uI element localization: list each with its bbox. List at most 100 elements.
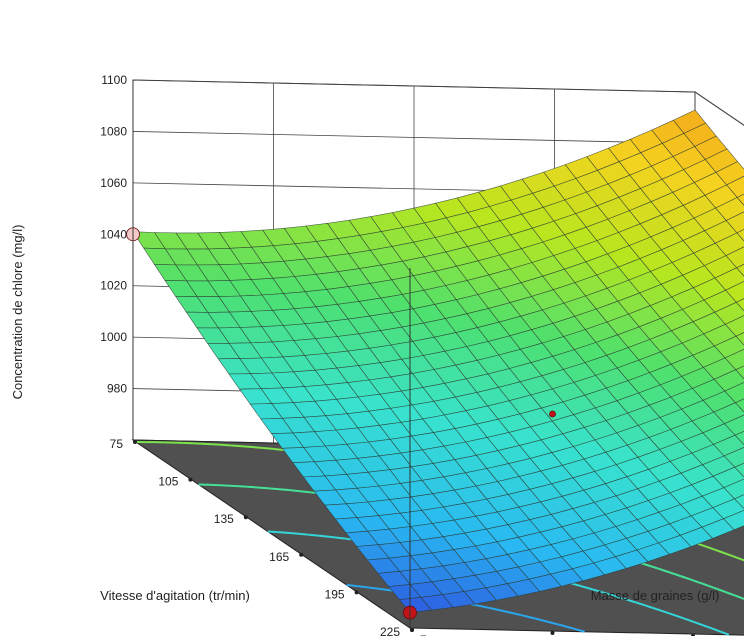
contour-line — [370, 586, 380, 590]
contour-line — [227, 484, 238, 488]
contour-line — [652, 606, 657, 610]
front-box-edges — [132, 80, 411, 628]
z-tick-label: 1100 — [101, 73, 127, 87]
y-tick-label: 105 — [158, 475, 178, 489]
contour-line — [530, 616, 536, 620]
surface-cell — [733, 494, 744, 509]
z-axis-title: Concentration de chlore (mg/l) — [10, 225, 25, 400]
contour-line — [262, 446, 274, 450]
y-tick-label: 195 — [325, 587, 345, 601]
contour-line — [211, 443, 222, 446]
y-tick-mark — [354, 590, 359, 595]
contour-line — [688, 619, 695, 623]
z-tick-label: 1000 — [100, 330, 127, 344]
contour-line — [379, 587, 392, 592]
contour-line — [650, 565, 659, 570]
contour-line — [580, 585, 587, 589]
contour-line — [340, 537, 346, 540]
y-tick-label: 135 — [214, 512, 234, 526]
contour-line — [288, 489, 300, 493]
y-tick-mark — [188, 477, 193, 482]
contour-line — [699, 581, 709, 587]
contour-line — [231, 444, 243, 448]
surface-cell — [735, 365, 744, 380]
x-tick-label: 7 — [420, 633, 427, 636]
y-tick-mark — [243, 515, 248, 520]
y-tick-mark — [299, 552, 304, 557]
z-tick-label: 980 — [107, 382, 127, 396]
contour-line — [670, 571, 677, 576]
contour-line — [708, 584, 714, 589]
contour-line — [712, 586, 718, 590]
contour-line — [614, 594, 619, 599]
contour-line — [516, 613, 522, 617]
contour-line — [357, 585, 369, 589]
contour-line — [489, 606, 493, 610]
contour-line — [689, 578, 695, 582]
design-point — [549, 410, 556, 418]
contour-line — [740, 558, 744, 562]
contour-line — [640, 562, 652, 568]
z-tick-label: 1020 — [100, 279, 127, 293]
y-tick-label: 225 — [380, 625, 400, 636]
contour-line — [714, 548, 724, 554]
x-axis-title: Masse de graines (g/l) — [591, 588, 720, 603]
contour-line — [711, 627, 721, 633]
contour-line — [574, 627, 585, 633]
y-tick-label: 75 — [110, 437, 124, 451]
contour-line — [274, 448, 284, 451]
contour-line — [707, 626, 713, 630]
contour-line — [731, 555, 742, 561]
contour-line — [298, 532, 309, 536]
contour-line — [618, 596, 626, 601]
contour-line — [241, 445, 253, 449]
contour-line — [277, 531, 289, 534]
contour-line — [660, 568, 672, 574]
x-tick-mark — [550, 631, 555, 635]
contour-line — [201, 442, 212, 446]
contour-line — [298, 490, 310, 494]
contour-line — [635, 601, 647, 607]
z-tick-label: 1080 — [100, 124, 127, 138]
contour-line — [586, 586, 593, 591]
contour-line — [475, 604, 490, 609]
y-axis-title: Vitesse d'agitation (tr/min) — [100, 588, 250, 603]
contour-line — [657, 567, 662, 571]
y-tick-label: 165 — [269, 550, 289, 564]
contour-line — [684, 617, 689, 622]
contour-line — [720, 630, 729, 636]
contour-line — [277, 488, 289, 492]
contour-line — [693, 579, 700, 584]
contour-line — [534, 617, 546, 622]
contour-line — [506, 610, 517, 616]
surface-cell — [734, 430, 744, 446]
contour-line — [717, 588, 727, 594]
contour-line — [310, 533, 320, 537]
contour-line — [544, 620, 549, 623]
contour-line — [723, 551, 729, 556]
contour-line — [287, 531, 299, 535]
z-tick-label: 1060 — [100, 176, 127, 190]
contour-line — [247, 485, 258, 489]
contour-line — [521, 614, 531, 619]
surface-cell — [734, 462, 744, 478]
contour-line — [560, 624, 574, 630]
contour-line — [346, 583, 358, 588]
contour-line — [693, 620, 704, 627]
surface-cell — [734, 398, 744, 413]
contour-line — [570, 582, 582, 588]
contour-line — [680, 575, 691, 581]
contour-line — [727, 553, 733, 557]
contour-line — [702, 624, 709, 628]
contour-line — [592, 588, 603, 594]
response-surface — [132, 109, 744, 613]
tick-labels: 980 1000 1020 1040 1060 1080 1100 75 105 135 165 19… — [100, 73, 695, 636]
contour-line — [732, 593, 736, 597]
x-tick-mark — [410, 628, 414, 632]
contour-line — [708, 546, 715, 551]
surface-cell — [723, 509, 744, 531]
contour-line — [674, 614, 685, 620]
contour-line — [669, 612, 676, 617]
